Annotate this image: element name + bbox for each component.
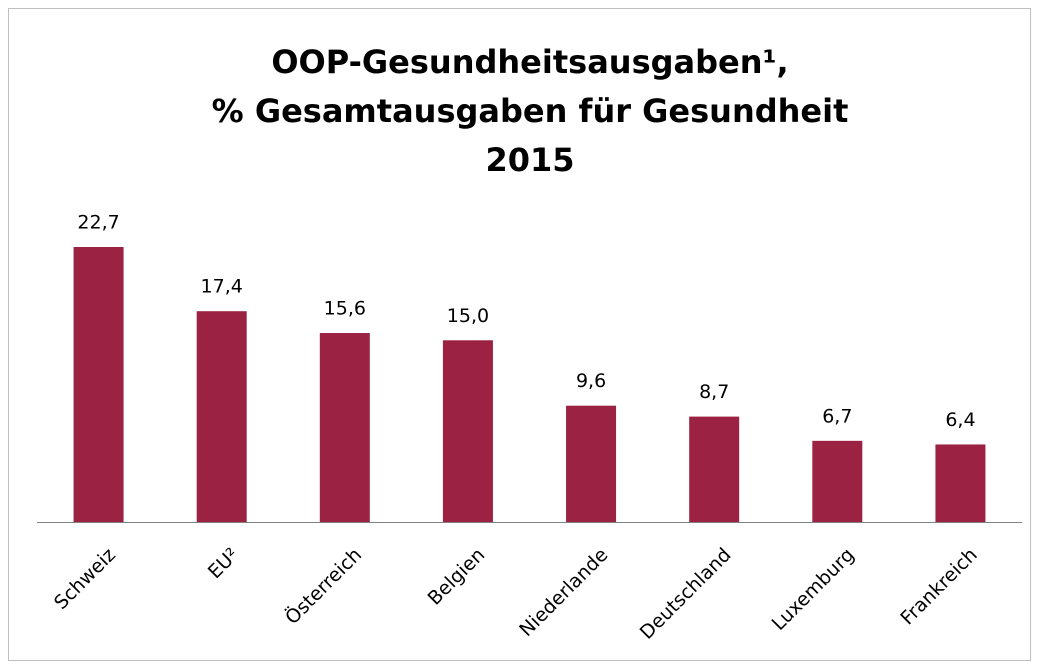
bar xyxy=(319,333,370,522)
bar xyxy=(812,440,863,522)
chart-title: OOP-Gesundheitsausgaben¹, xyxy=(271,43,788,81)
chart-title: 2015 xyxy=(485,141,574,179)
value-label: 6,4 xyxy=(945,409,975,431)
value-label: 15,6 xyxy=(324,298,366,320)
value-label: 8,7 xyxy=(699,381,729,403)
value-label: 9,6 xyxy=(576,370,606,392)
chart-frame xyxy=(8,8,1031,661)
bar xyxy=(566,405,617,522)
bar xyxy=(196,311,247,522)
chart-title: % Gesamtausgaben für Gesundheit xyxy=(212,92,849,130)
value-label: 15,0 xyxy=(447,305,489,327)
bar xyxy=(73,247,124,522)
value-label: 6,7 xyxy=(822,405,852,427)
bar xyxy=(689,416,740,522)
bar xyxy=(442,340,493,522)
bar xyxy=(935,444,986,522)
value-label: 17,4 xyxy=(201,276,243,298)
value-label: 22,7 xyxy=(77,212,119,234)
